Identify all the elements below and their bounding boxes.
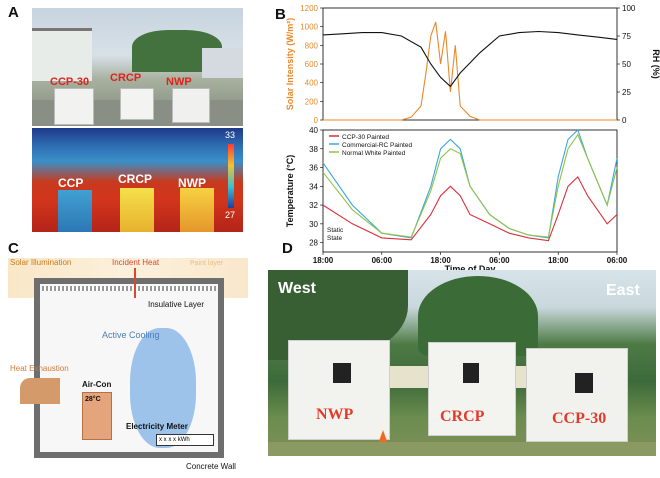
top-left-axis-label: Solar Intensity (W/m²): [285, 18, 295, 111]
solar-rh-chart: 0 200 400 600 800 1000 1200 0 25 50 75 100 Solar Int…: [285, 4, 660, 125]
bottom-y-tick-label: 34: [309, 182, 318, 191]
aircon-label: Air-Con: [82, 380, 112, 389]
legend-label: Commercial-RC Painted: [342, 142, 412, 149]
bottom-y-axis-label: Temperature (°C): [285, 155, 295, 227]
rooftop-photo: CCP-30 CRCP NWP: [32, 8, 243, 126]
temperature-series-line: [322, 133, 618, 238]
active-cooling-blob: [130, 328, 196, 448]
electricity-meter: x x x x kWh: [156, 434, 214, 446]
solar-intensity-line: [323, 21, 617, 121]
paint-layer-label: Paint layer: [190, 260, 224, 267]
east-label: East: [606, 282, 640, 299]
insulative-layer-label: Insulative Layer: [148, 300, 205, 309]
bottom-y-tick-label: 40: [309, 126, 318, 135]
top-left-tick-label: 1200: [300, 4, 318, 13]
thermal-color-scale: [228, 144, 234, 208]
bottom-y-tick-label: 28: [309, 239, 318, 248]
temperature-chart: 28 30 32 34 36 38 40 18:00 06:00 18:00 06:00 18:00 0…: [285, 126, 628, 272]
top-right-axis-label: RH (%): [651, 49, 660, 79]
heat-exhaustion-label: Heat Exhaustion: [10, 364, 69, 373]
building-right: [202, 48, 243, 78]
shed-label-ccp30: CCP-30: [552, 410, 607, 427]
shed-ccp30: [526, 348, 628, 442]
shed-nwp: [288, 340, 390, 440]
box-ccp30: [54, 88, 94, 125]
annotation-static: Static: [327, 227, 344, 234]
bottom-x-axis-label: Time of Day: [445, 264, 496, 272]
building-left: [32, 28, 92, 81]
shed-nwp-window: [333, 363, 351, 383]
thermal-label-nwp: NWP: [178, 176, 206, 190]
top-left-tick-label: 600: [305, 60, 319, 69]
bottom-x-tick-label: 18:00: [548, 256, 569, 265]
top-left-tick-label: 200: [305, 97, 319, 106]
grass: [268, 442, 656, 456]
top-left-tick-label: 0: [314, 116, 319, 125]
photo-label-crcp: CRCP: [110, 72, 142, 84]
bottom-y-tick-label: 30: [309, 220, 318, 229]
top-left-tick-label: 1000: [300, 23, 318, 32]
bottom-x-tick-label: 06:00: [607, 256, 628, 265]
concrete-wall-label: Concrete Wall: [186, 462, 236, 471]
panel-label-b: B: [275, 6, 286, 23]
temperature-series-line: [322, 175, 618, 242]
bottom-plot-frame: [322, 129, 618, 253]
meter-unit: kWh: [177, 437, 190, 443]
shed-crcp-window: [463, 363, 479, 383]
bottom-y-tick-label: 38: [309, 145, 318, 154]
box-crcp: [120, 88, 154, 120]
legend-label: CCP-30 Painted: [342, 134, 389, 141]
annotation-state: State: [327, 235, 343, 242]
panel-label-a: A: [8, 4, 19, 21]
top-plot-frame: [322, 7, 618, 121]
shed-ccp30-window: [575, 373, 593, 393]
top-right-tick-label: 75: [622, 32, 631, 41]
bottom-y-tick-label: 36: [309, 164, 318, 173]
bottom-x-tick-label: 06:00: [489, 256, 510, 265]
solar-illumination-label: Solar Illumination: [10, 258, 72, 267]
panel-label-c: C: [8, 240, 19, 257]
sheds-photo: West East NWP CRCP CCP-30: [268, 270, 656, 456]
photo-label-ccp30: CCP-30: [50, 76, 90, 88]
bottom-x-tick-label: 18:00: [430, 256, 451, 265]
incident-heat-label: Incident Heat: [112, 258, 160, 267]
legend-label: Normal White Painted: [342, 150, 406, 157]
top-left-tick-label: 800: [305, 41, 319, 50]
shed-label-nwp: NWP: [316, 406, 354, 423]
photo-label-nwp: NWP: [166, 76, 192, 88]
west-label: West: [278, 280, 316, 297]
schematic: Solar Illumination Incident Heat Paint l…: [8, 254, 248, 476]
thermal-label-ccp: CCP: [58, 176, 84, 190]
shed-label-crcp: CRCP: [440, 408, 485, 425]
exhaust-pipe: [20, 378, 60, 404]
active-cooling-label: Active Cooling: [102, 330, 160, 340]
top-right-tick-label: 0: [622, 116, 627, 125]
thermal-box-nwp: [180, 188, 214, 232]
traffic-cone: [378, 430, 388, 444]
top-right-tick-label: 25: [622, 88, 631, 97]
top-right-tick-label: 100: [622, 4, 636, 13]
bottom-x-tick-label: 18:00: [313, 256, 334, 265]
thermal-image: CCP CRCP NWP 33 27: [32, 128, 243, 232]
rh-line: [322, 30, 618, 88]
scale-max: 33: [225, 130, 236, 140]
bottom-x-tick-label: 06:00: [372, 256, 393, 265]
aircon-unit: [82, 392, 112, 440]
shed-crcp: [428, 342, 516, 436]
thermal-box-crcp: [120, 188, 154, 232]
box-nwp: [172, 88, 210, 123]
electricity-meter-label: Electricity Meter: [126, 422, 188, 431]
aircon-temp: 28°C: [85, 396, 101, 403]
incident-heat-arrow: [134, 268, 136, 298]
top-right-tick-label: 50: [622, 60, 631, 69]
panel-b-charts: 0 200 400 600 800 1000 1200 0 25 50 75 100 Solar Int…: [285, 4, 660, 272]
scale-min: 27: [225, 210, 236, 220]
thermal-box-ccp: [58, 190, 92, 232]
top-left-tick-label: 400: [305, 79, 319, 88]
insulative-layer-band: [42, 286, 216, 291]
meter-digits: x x x x: [159, 437, 177, 443]
panel-label-d: D: [282, 240, 293, 257]
bottom-y-tick-label: 32: [309, 201, 318, 210]
thermal-label-crcp: CRCP: [118, 172, 153, 186]
